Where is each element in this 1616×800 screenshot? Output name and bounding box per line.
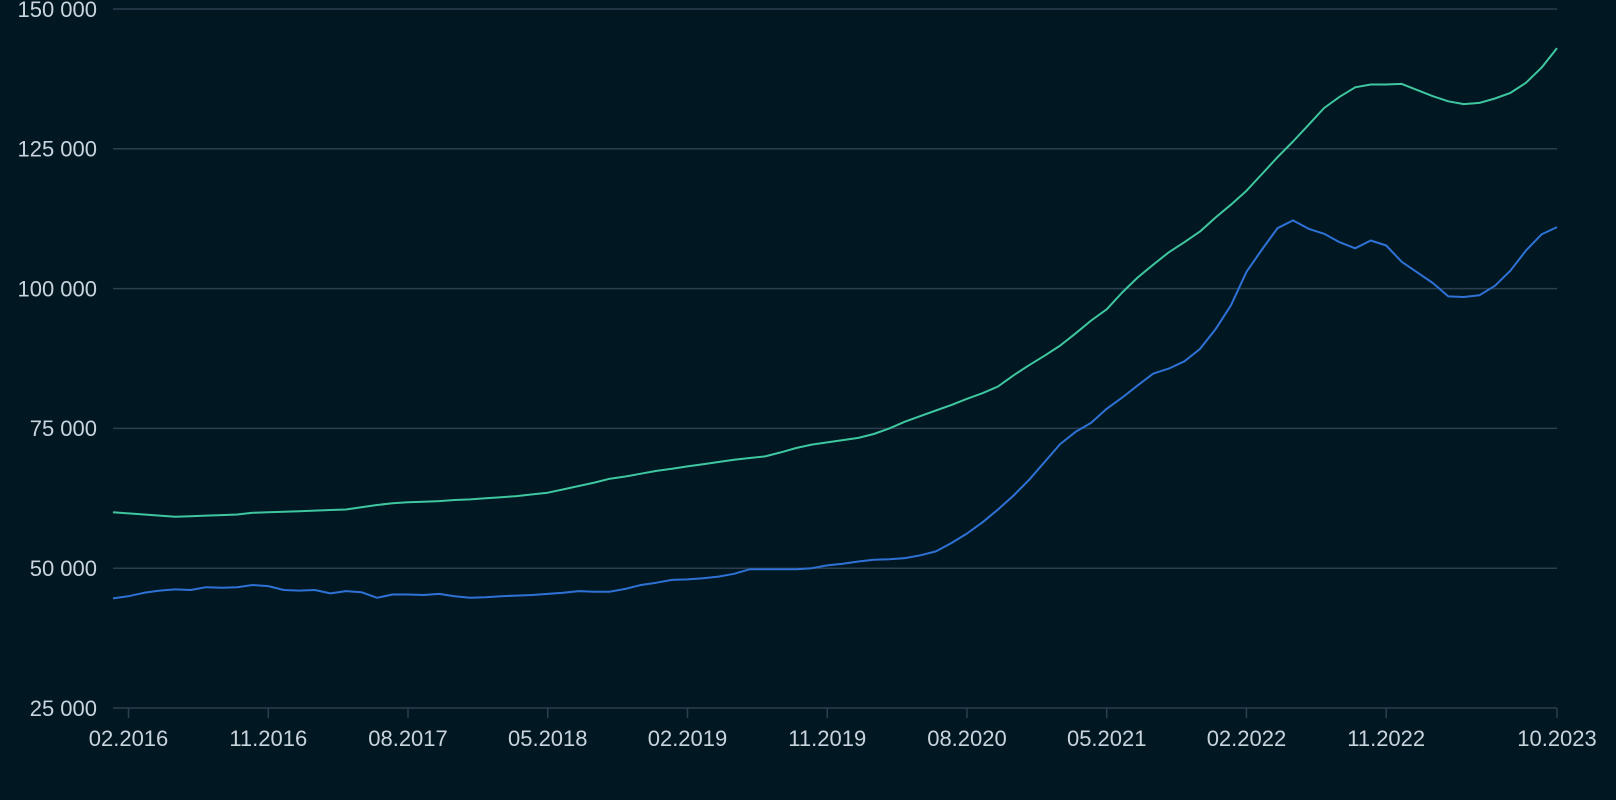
x-tick-label: 08.2020	[927, 726, 1007, 751]
x-tick-label: 11.2022	[1347, 726, 1425, 751]
y-tick-label: 25 000	[30, 696, 97, 721]
x-tick-label: 10.2023	[1517, 726, 1597, 751]
x-tick-label: 05.2018	[508, 726, 588, 751]
x-tick-label: 02.2019	[648, 726, 728, 751]
y-tick-label: 50 000	[30, 556, 97, 581]
y-tick-label: 150 000	[17, 0, 97, 22]
x-tick-label: 02.2022	[1207, 726, 1287, 751]
x-tick-label: 05.2021	[1067, 726, 1147, 751]
x-tick-label: 11.2019	[788, 726, 866, 751]
x-tick-label: 02.2016	[89, 726, 169, 751]
series-line	[112, 47, 1558, 518]
x-tick-label: 08.2017	[368, 726, 448, 751]
y-tick-label: 125 000	[17, 137, 97, 162]
x-tick-label: 11.2016	[229, 726, 307, 751]
y-tick-label: 75 000	[30, 416, 97, 441]
series-line	[112, 219, 1558, 600]
y-tick-label: 100 000	[17, 276, 97, 301]
